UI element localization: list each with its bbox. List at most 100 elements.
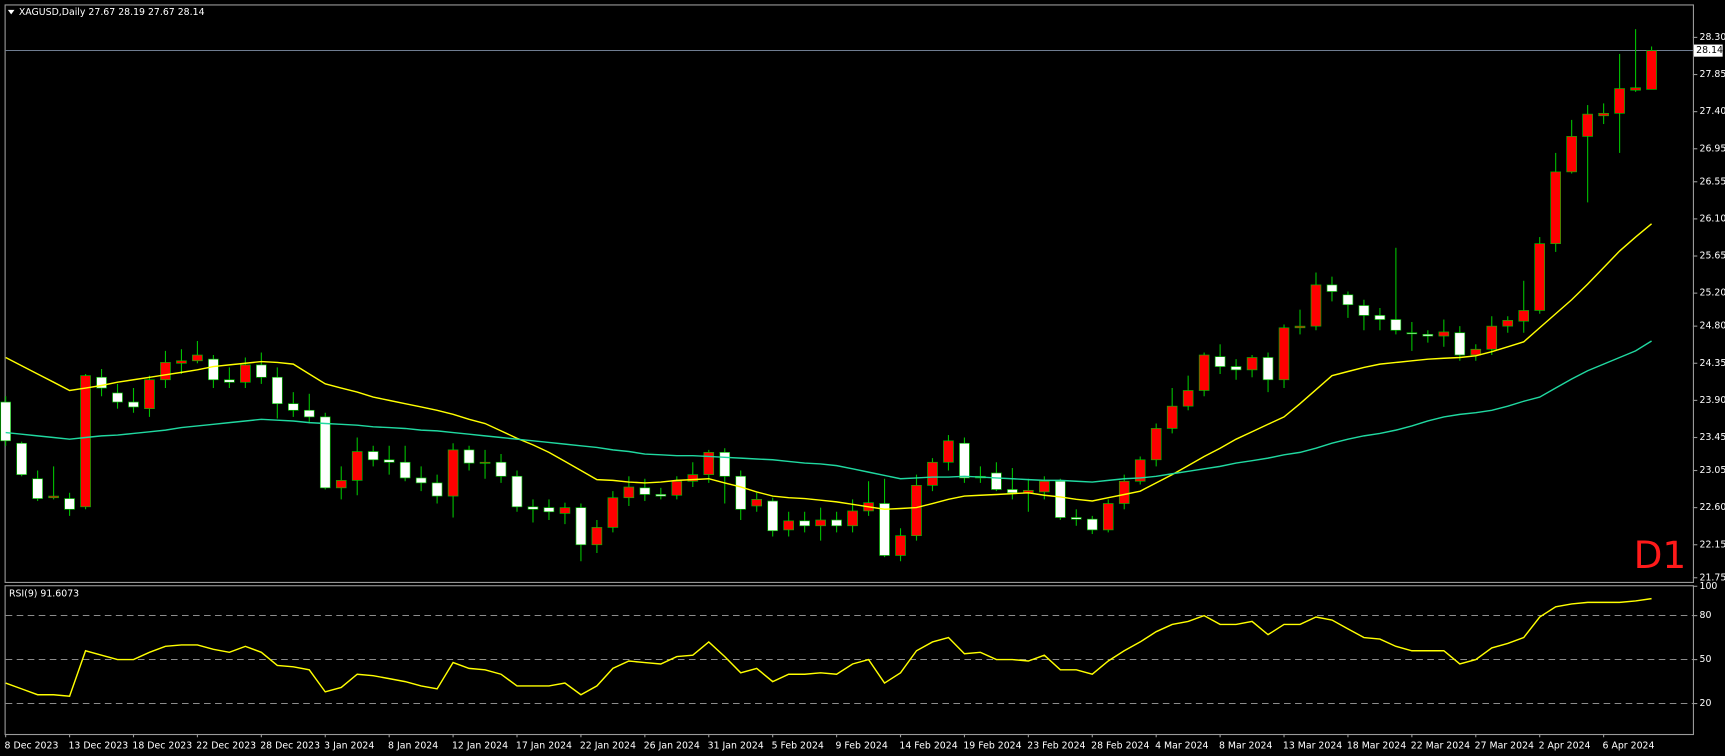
candle-body [303, 409, 315, 418]
x-tick-label: 22 Dec 2023 [196, 741, 256, 752]
candle-body [991, 472, 1002, 490]
candle-body [1406, 332, 1418, 335]
current-price-label: 28.14 [1696, 45, 1723, 56]
candle-body [1326, 284, 1338, 292]
candle-body [479, 461, 491, 464]
menu-icon[interactable] [7, 9, 15, 15]
x-tick-label: 8 Mar 2024 [1219, 741, 1272, 752]
candle-body [927, 461, 938, 486]
candle-body [543, 507, 555, 513]
rsi-tick-label: 100 [1700, 581, 1718, 592]
x-tick-label: 8 Jan 2024 [388, 741, 438, 752]
candle-body [607, 497, 619, 528]
candle-body [415, 477, 427, 484]
candle-body [80, 375, 91, 508]
rsi-tick-label: 80 [1700, 610, 1712, 621]
y-tick-label: 23.45 [1700, 432, 1725, 443]
rsi-line [5, 597, 1652, 698]
moving-average [5, 223, 1653, 510]
candle-body [96, 376, 107, 389]
candle-body [288, 403, 299, 411]
x-tick-label: 27 Mar 2024 [1475, 741, 1534, 752]
candle-body [895, 535, 906, 556]
candle-body [1518, 310, 1530, 322]
candle-body [1278, 327, 1290, 381]
candle-body [144, 379, 155, 409]
candle-body [1230, 366, 1242, 371]
candle-body [431, 482, 443, 497]
candle-body [1582, 113, 1593, 137]
x-tick-label: 13 Mar 2024 [1283, 741, 1342, 752]
candle-body [1102, 503, 1114, 531]
candle-body [495, 461, 507, 477]
candle-body [208, 358, 219, 381]
rsi-title: RSI(9) 91.6073 [9, 589, 79, 600]
rsi-tick-label: 50 [1700, 654, 1712, 665]
x-tick-label: 3 Jan 2024 [324, 741, 374, 752]
candle-body [1342, 294, 1354, 306]
candle-body [527, 506, 539, 510]
x-tick-label: 14 Feb 2024 [899, 741, 957, 752]
candle-body [1614, 88, 1625, 114]
candle-body [1502, 320, 1514, 327]
candle-body [623, 486, 635, 499]
candle-body [1630, 87, 1641, 91]
candle-body [671, 480, 683, 496]
x-tick-label: 22 Mar 2024 [1411, 741, 1470, 752]
candle-body [815, 519, 826, 527]
candle-body [879, 503, 890, 556]
x-tick-label: 18 Mar 2024 [1347, 741, 1406, 752]
candle-body [655, 494, 667, 497]
candle-body [703, 452, 715, 475]
x-tick-label: 28 Dec 2023 [260, 741, 320, 752]
x-tick-label: 23 Feb 2024 [1027, 741, 1085, 752]
candle-body [383, 459, 395, 463]
y-tick-label: 22.15 [1700, 539, 1725, 550]
candle-body [559, 507, 571, 514]
y-tick-label: 26.10 [1700, 213, 1725, 224]
candle-body [831, 519, 842, 527]
rsi-tick-label: 20 [1700, 698, 1712, 709]
candle-body [943, 440, 954, 463]
candle-body [735, 475, 747, 510]
candle-body [176, 360, 187, 364]
candle-body [591, 527, 603, 546]
candle-body [224, 379, 235, 383]
candle-body [783, 520, 794, 531]
candle-body [1438, 331, 1450, 337]
y-tick-label: 24.35 [1700, 358, 1725, 369]
candle-body [1310, 284, 1322, 327]
candle-body [1598, 112, 1609, 117]
x-tick-label: 19 Feb 2024 [963, 741, 1021, 752]
candle-body [160, 362, 171, 381]
y-tick-label: 25.20 [1700, 288, 1725, 299]
candle-body [511, 475, 523, 508]
candle-body [639, 487, 651, 495]
y-tick-label: 27.40 [1700, 106, 1725, 117]
x-tick-label: 18 Dec 2023 [132, 741, 192, 752]
candle-body [1486, 325, 1498, 350]
x-tick-label: 26 Jan 2024 [644, 741, 700, 752]
moving-average [5, 340, 1652, 483]
y-tick-label: 27.85 [1700, 69, 1725, 80]
candle-body [1646, 50, 1657, 90]
candle-body [64, 498, 75, 510]
x-tick-label: 2 Apr 2024 [1539, 741, 1591, 752]
current-price-box [1693, 44, 1723, 57]
x-tick-label: 5 Feb 2024 [772, 741, 824, 752]
y-tick-label: 21.75 [1700, 572, 1725, 583]
candle-body [751, 499, 762, 507]
candle-body [575, 507, 587, 546]
y-tick-label: 26.55 [1700, 176, 1725, 187]
candle-body [1150, 428, 1162, 461]
y-tick-label: 22.60 [1700, 502, 1725, 513]
x-tick-label: 9 Feb 2024 [836, 741, 888, 752]
x-tick-label: 28 Feb 2024 [1091, 741, 1149, 752]
x-tick-label: 31 Jan 2024 [708, 741, 764, 752]
candle-body [687, 474, 699, 482]
candle-body [959, 442, 970, 479]
candle-body [399, 461, 411, 479]
chart-title: XAGUSD,Daily 27.67 28.19 27.67 28.14 [19, 7, 205, 18]
